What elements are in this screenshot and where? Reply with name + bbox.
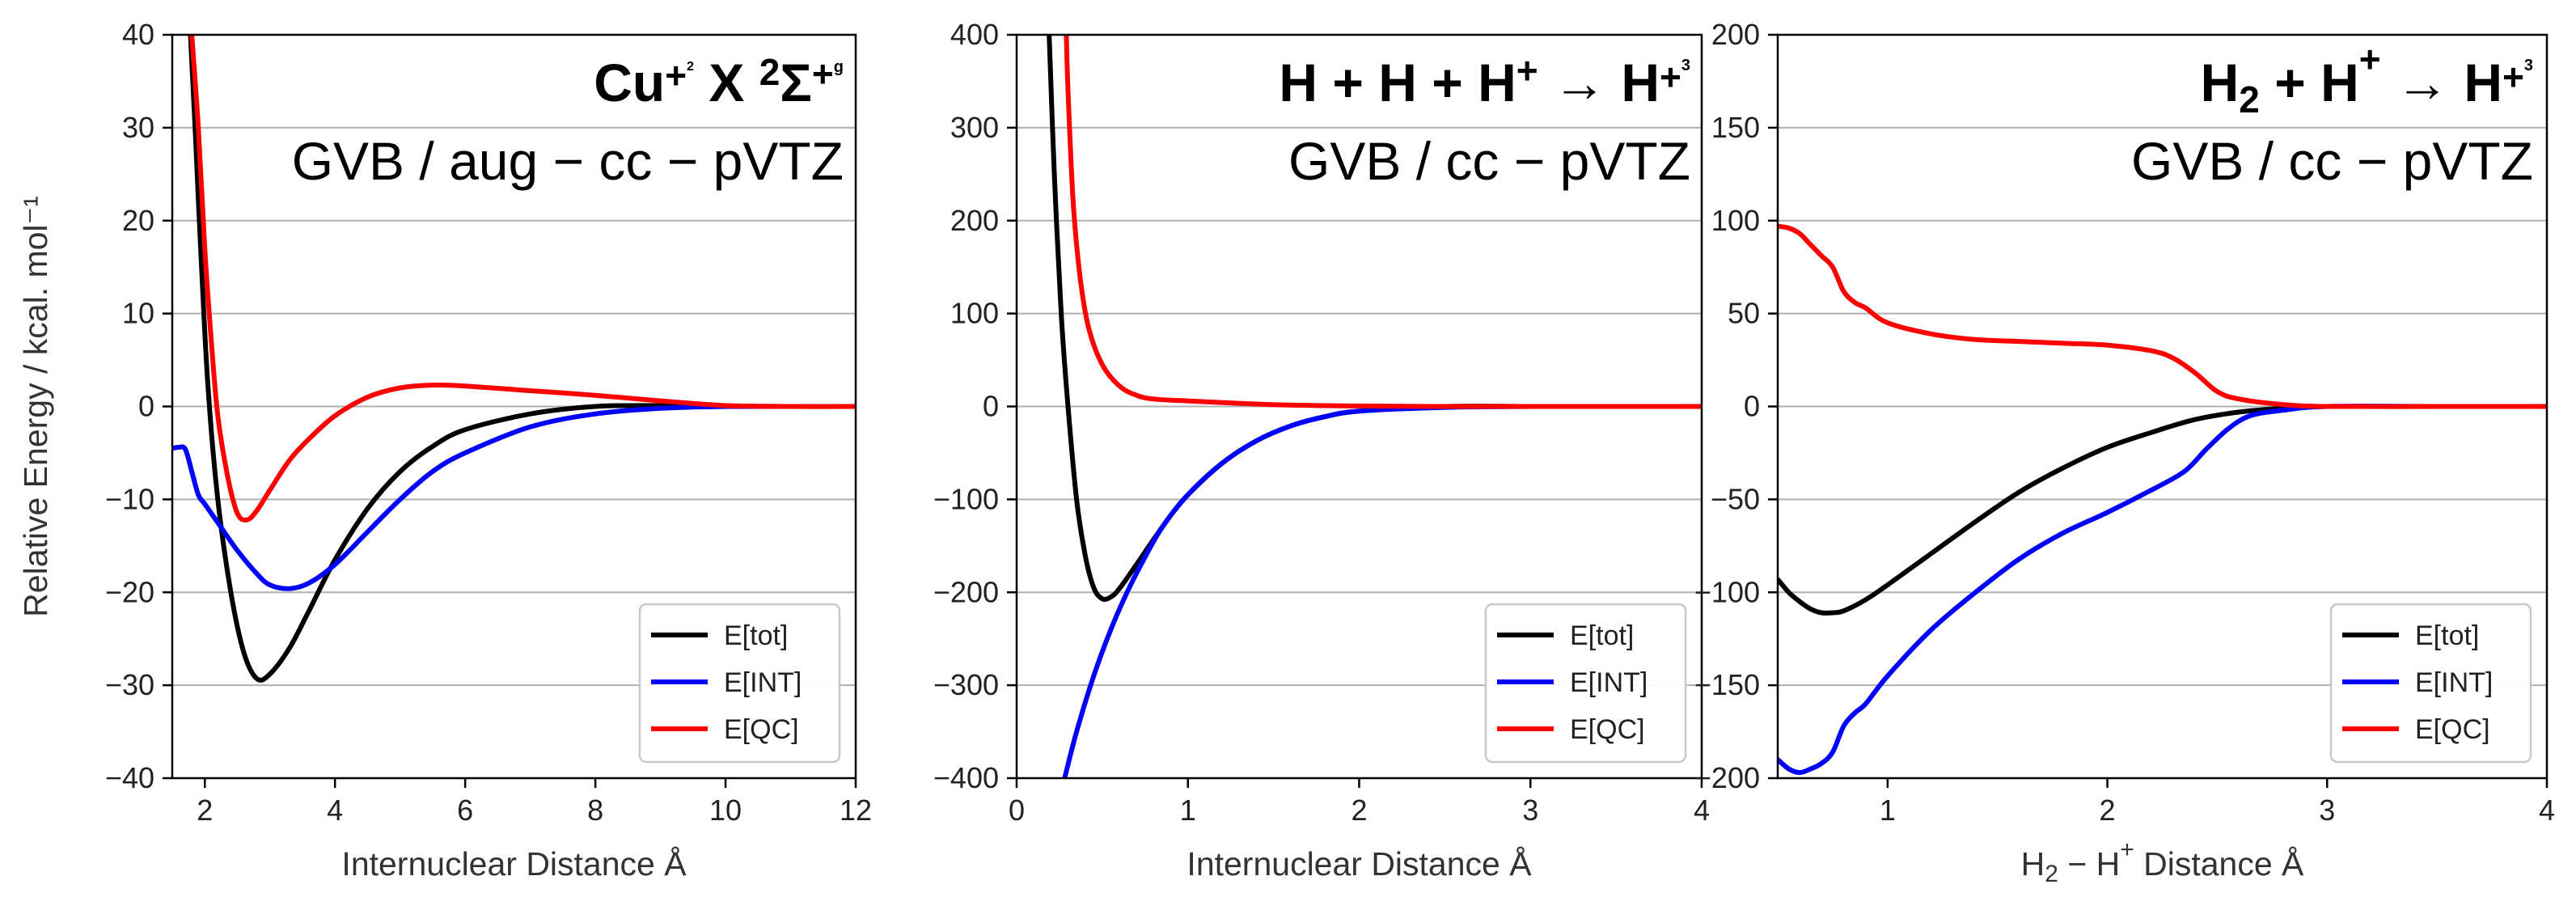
legend-label-eqc: E[QC] (724, 714, 799, 745)
chart-panel-2: −400 −300 −200 −100 0 100 200 300 400 0 1 2 3 4 H + H … (933, 18, 1710, 882)
legend-label-eint: E[INT] (724, 667, 802, 698)
x-tick-label: 4 (2539, 794, 2555, 827)
series-line-eint (172, 404, 856, 591)
legend-label-etot: E[tot] (724, 620, 788, 651)
y-tick-label: −30 (105, 668, 154, 701)
series-line-etot (188, 35, 856, 683)
y-tick-label: −20 (105, 575, 154, 608)
series-line-eqc (1778, 223, 2547, 409)
chart-panel-1: −40 −30 −20 −10 0 10 20 30 40 2 4 6 8 10 12 Cu+2 X 2Σ+g… (17, 18, 872, 882)
x-axis-label: Internuclear Distance Å (341, 845, 687, 882)
legend-box (1484, 603, 1687, 764)
series-line-eqc (189, 35, 856, 523)
x-axis-label: H2 − H+ Distance Å (2021, 836, 2304, 887)
y-tick-label: 0 (983, 390, 999, 423)
y-tick-label: 30 (122, 111, 154, 144)
y-tick-label: −200 (1694, 761, 1760, 794)
y-tick-label: 150 (1711, 111, 1760, 144)
plot-frame (1015, 33, 1703, 780)
plot-frame (171, 33, 857, 780)
y-tick-label: −100 (933, 482, 999, 515)
y-tick-label: −400 (933, 761, 999, 794)
legend: E[tot] E[INT] E[QC] (638, 603, 841, 764)
x-tick-label: 4 (327, 794, 343, 827)
legend-box (638, 603, 841, 764)
series-line-etot (1778, 404, 2547, 616)
legend-label-eqc: E[QC] (1570, 714, 1645, 745)
x-tick-label: 12 (840, 794, 872, 827)
chart-panel-3: −200 −150 −100 −50 0 50 100 150 200 1 2 3 4 H2 + H+ →… (1694, 18, 2555, 887)
x-tick-label: 1 (1880, 794, 1896, 827)
x-tick-label: 0 (1009, 794, 1025, 827)
legend-label-eqc: E[QC] (2415, 714, 2490, 745)
y-tick-label: −10 (105, 482, 154, 515)
y-tick-label: 10 (122, 297, 154, 330)
legend-label-eint: E[INT] (2415, 667, 2493, 698)
y-tick-label: 0 (1744, 390, 1760, 423)
y-axis-label: Relative Energy / kcal. mol⁻¹ (17, 196, 54, 617)
y-tick-label: 50 (1728, 297, 1760, 330)
x-tick-label: 3 (2319, 794, 2335, 827)
y-tick-label: 20 (122, 204, 154, 237)
chart-subtitle: GVB / cc − pVTZ (2131, 131, 2533, 191)
y-tick-label: −100 (1694, 575, 1760, 608)
x-tick-label: 2 (197, 794, 213, 827)
x-tick-label: 10 (709, 794, 742, 827)
y-tick-label: −40 (105, 761, 154, 794)
y-tick-label: 100 (1711, 204, 1760, 237)
y-tick-label: 400 (950, 18, 999, 51)
x-tick-label: 1 (1180, 794, 1196, 827)
series-line-eqc (1064, 35, 1702, 409)
legend-label-etot: E[tot] (1570, 620, 1634, 651)
chart-subtitle: GVB / aug − cc − pVTZ (292, 131, 844, 191)
series-line-etot (1047, 35, 1702, 603)
legend: E[tot] E[INT] E[QC] (1484, 603, 1687, 764)
x-tick-label: 2 (2100, 794, 2116, 827)
legend-label-etot: E[tot] (2415, 620, 2479, 651)
x-tick-label: 2 (1351, 794, 1367, 827)
chart-title: H2 + H+ → H+3 (2201, 38, 2533, 121)
x-axis-label: Internuclear Distance Å (1186, 845, 1532, 882)
legend: E[tot] E[INT] E[QC] (2329, 603, 2532, 764)
chart-title: Cu+2 X 2Σ+g (594, 51, 844, 112)
plot-frame (1776, 33, 2549, 780)
y-tick-label: 40 (122, 18, 154, 51)
y-tick-label: 100 (950, 297, 999, 330)
legend-label-eint: E[INT] (1570, 667, 1648, 698)
legend-box (2329, 603, 2532, 764)
x-tick-label: 6 (457, 794, 473, 827)
y-tick-label: 200 (1711, 18, 1760, 51)
y-tick-label: 200 (950, 204, 999, 237)
x-tick-label: 4 (1694, 794, 1710, 827)
x-tick-label: 3 (1522, 794, 1538, 827)
series-line-eint (1778, 404, 2547, 776)
chart-title: H + H + H+ → H+3 (1279, 49, 1690, 112)
x-tick-label: 8 (587, 794, 603, 827)
y-tick-label: 0 (138, 390, 154, 423)
y-tick-label: −200 (933, 575, 999, 608)
y-tick-label: −50 (1711, 482, 1760, 515)
y-tick-label: −300 (933, 668, 999, 701)
y-tick-label: 300 (950, 111, 999, 144)
y-tick-label: −150 (1694, 668, 1760, 701)
chart-subtitle: GVB / cc − pVTZ (1288, 131, 1690, 191)
